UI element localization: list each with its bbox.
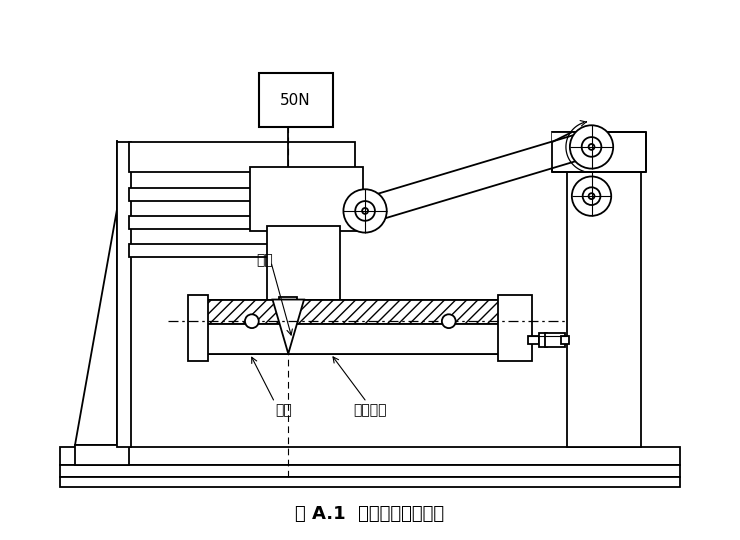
Text: 磨具: 磨具: [257, 253, 274, 267]
Circle shape: [245, 314, 259, 328]
Bar: [117, 142, 131, 447]
Bar: [60, 465, 680, 477]
Circle shape: [582, 137, 602, 157]
Bar: [129, 142, 355, 172]
Bar: [203, 324, 508, 354]
Text: 软管试样: 软管试样: [353, 403, 387, 417]
Polygon shape: [272, 300, 304, 354]
Bar: [129, 216, 272, 228]
Bar: [552, 132, 646, 172]
Bar: [561, 336, 569, 344]
Bar: [203, 300, 508, 354]
Bar: [60, 477, 680, 487]
Circle shape: [570, 125, 613, 168]
Bar: [188, 295, 207, 361]
Circle shape: [582, 187, 600, 205]
Bar: [539, 333, 547, 347]
Circle shape: [362, 208, 368, 214]
Text: 图 A.1  软管耐磨损试验机: 图 A.1 软管耐磨损试验机: [295, 505, 445, 523]
Bar: [129, 188, 272, 201]
Bar: [567, 157, 641, 447]
Circle shape: [572, 177, 611, 216]
Bar: [129, 245, 272, 257]
Circle shape: [355, 201, 375, 221]
Polygon shape: [75, 142, 129, 446]
Bar: [266, 226, 340, 300]
Bar: [498, 295, 533, 361]
Bar: [545, 333, 565, 347]
Bar: [60, 447, 680, 465]
Circle shape: [588, 193, 594, 199]
Polygon shape: [361, 132, 592, 223]
Text: 50N: 50N: [280, 93, 311, 108]
Polygon shape: [552, 132, 572, 142]
Circle shape: [343, 189, 387, 233]
Circle shape: [588, 144, 594, 150]
Circle shape: [442, 314, 456, 328]
Bar: [250, 167, 363, 231]
Bar: [203, 300, 508, 324]
Bar: [259, 73, 332, 127]
Bar: [280, 296, 297, 354]
Bar: [75, 446, 129, 465]
Bar: [528, 336, 539, 344]
Text: 芯型: 芯型: [275, 403, 292, 417]
